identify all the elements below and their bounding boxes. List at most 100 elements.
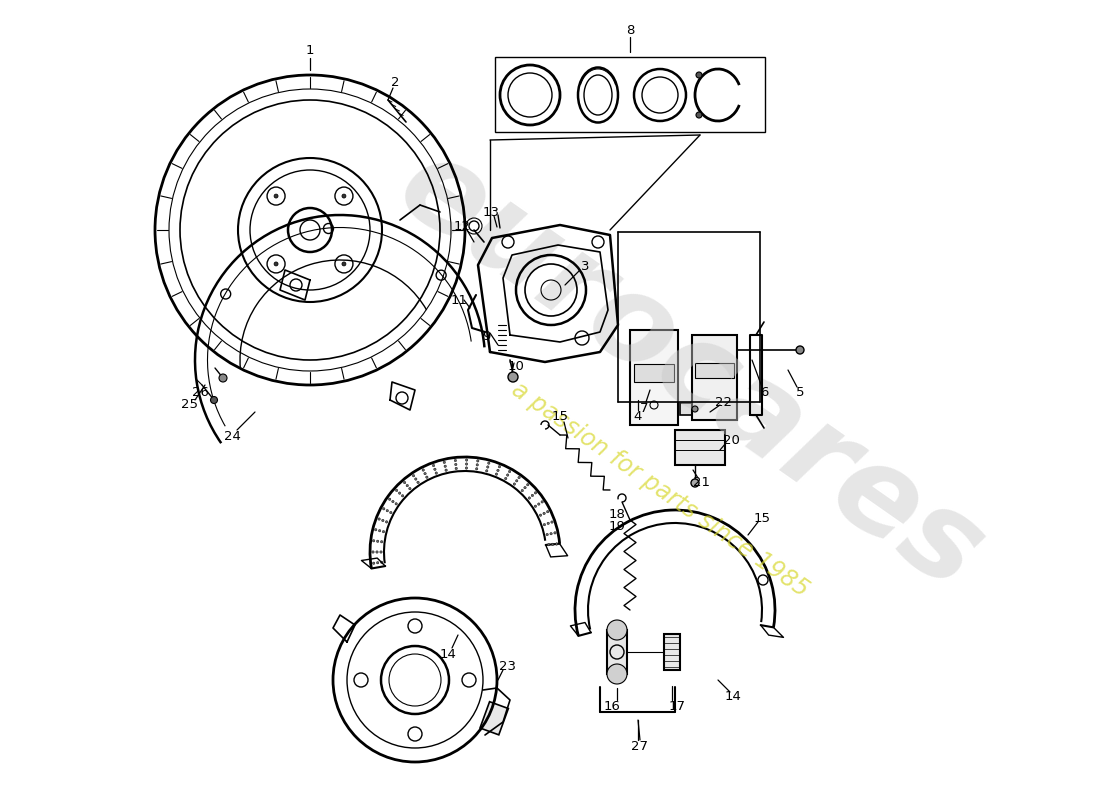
Text: 24: 24 [223,430,241,442]
Circle shape [379,550,382,554]
Circle shape [539,514,541,516]
Circle shape [550,533,552,535]
Text: 13: 13 [483,206,499,218]
Circle shape [274,194,278,198]
Text: 15: 15 [551,410,569,422]
Circle shape [556,542,558,545]
Text: 26: 26 [191,386,208,398]
Circle shape [528,497,530,499]
Circle shape [455,467,458,470]
Circle shape [402,494,404,497]
Text: 4: 4 [634,410,642,423]
Circle shape [691,479,698,487]
Text: eurocares: eurocares [376,126,1004,614]
Circle shape [372,550,374,554]
Circle shape [454,459,456,462]
Circle shape [373,539,375,542]
Circle shape [607,620,627,640]
Circle shape [444,465,447,467]
Text: 19: 19 [608,521,626,534]
Circle shape [388,498,390,501]
Bar [692,335,737,420]
Text: 27: 27 [631,741,649,754]
Circle shape [409,487,411,490]
Circle shape [376,562,378,564]
Text: 25: 25 [182,398,198,411]
Circle shape [487,462,490,464]
Text: 22: 22 [715,395,733,409]
Circle shape [495,473,497,475]
Circle shape [551,543,554,546]
Text: 20: 20 [723,434,739,446]
Circle shape [476,460,478,462]
Circle shape [404,482,406,484]
Text: 2: 2 [390,75,399,89]
Circle shape [521,490,524,492]
Circle shape [465,459,468,462]
Text: 11: 11 [451,294,468,306]
Circle shape [415,478,417,480]
Circle shape [342,262,345,266]
Circle shape [465,463,468,466]
Circle shape [476,464,478,466]
Bar [664,634,680,670]
Circle shape [395,490,398,492]
Circle shape [506,474,509,476]
Circle shape [551,521,553,523]
Text: a passion for parts since 1985: a passion for parts since 1985 [507,378,813,602]
Circle shape [386,510,388,512]
Circle shape [406,484,408,486]
Circle shape [535,505,537,507]
Circle shape [376,540,378,542]
Circle shape [412,474,415,477]
Circle shape [547,522,549,525]
Circle shape [444,469,448,471]
Text: 14: 14 [440,647,456,661]
Circle shape [531,494,534,497]
Bar [675,430,725,465]
Circle shape [436,472,438,474]
Circle shape [514,483,516,486]
Text: 9: 9 [482,330,491,343]
Text: 16: 16 [604,699,620,713]
Circle shape [486,466,490,468]
Text: 12: 12 [453,221,471,234]
Bar [607,630,627,674]
Text: 14: 14 [725,690,741,703]
Circle shape [395,502,397,505]
Circle shape [210,397,218,403]
Circle shape [546,534,549,536]
Text: 5: 5 [795,386,804,398]
Circle shape [382,519,384,522]
Circle shape [219,374,227,382]
Circle shape [547,510,549,513]
Circle shape [274,262,278,266]
Circle shape [433,468,436,470]
Text: 3: 3 [581,261,590,274]
Circle shape [518,476,520,478]
Text: 6: 6 [760,386,768,399]
Bar [480,702,508,735]
Text: 7: 7 [640,402,648,414]
Circle shape [541,501,543,503]
Bar [495,57,764,132]
Circle shape [692,406,698,412]
Text: 18: 18 [608,509,626,522]
Circle shape [465,467,468,470]
Text: 21: 21 [693,475,711,489]
Circle shape [385,521,388,523]
Circle shape [443,461,446,463]
Circle shape [543,512,546,514]
Circle shape [383,530,385,533]
Circle shape [376,550,378,554]
Circle shape [543,523,546,526]
Circle shape [424,472,426,474]
Circle shape [454,463,456,466]
Circle shape [422,469,425,471]
Circle shape [508,470,510,473]
Circle shape [527,483,529,486]
Circle shape [497,470,499,472]
Bar [695,363,734,378]
Circle shape [374,529,377,531]
Bar [680,403,710,415]
